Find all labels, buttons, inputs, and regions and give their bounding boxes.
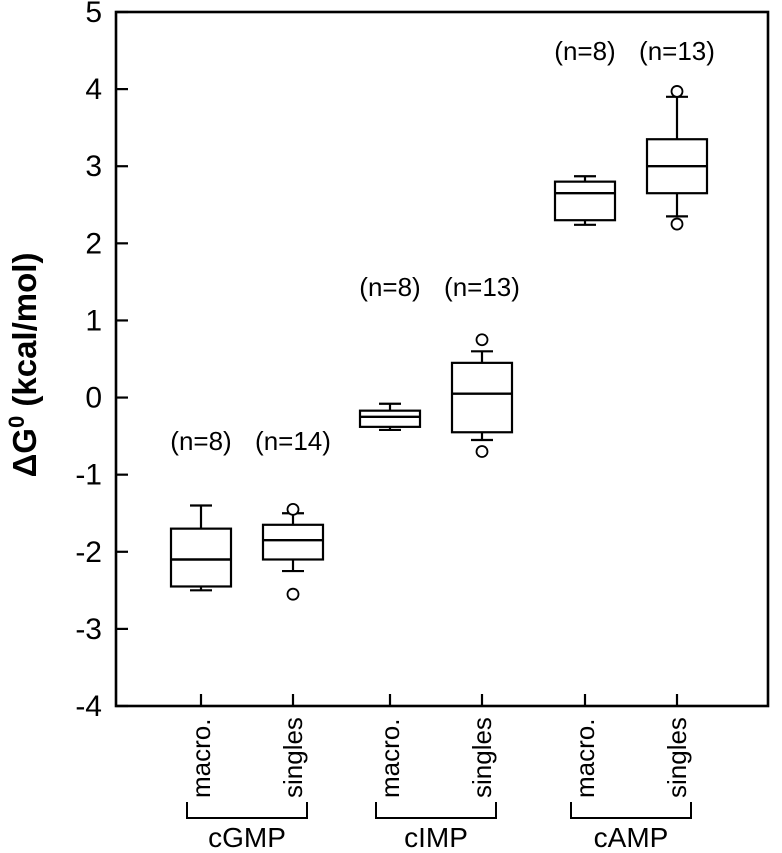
x-condition-label-cAMP-macro: macro. bbox=[570, 719, 600, 798]
group-label-cIMP: cIMP bbox=[404, 822, 468, 853]
sample-size-annotation-cAMP-singles: (n=13) bbox=[639, 36, 715, 66]
y-tick-label: -1 bbox=[75, 459, 102, 492]
x-condition-label-cGMP-singles: singles bbox=[278, 717, 308, 798]
outlier-point-cAMP-singles bbox=[670, 217, 684, 231]
box-cIMP-macro bbox=[358, 409, 422, 428]
sample-size-annotation-cIMP-singles: (n=13) bbox=[444, 272, 520, 302]
sample-size-annotation-cGMP-macro: (n=8) bbox=[170, 426, 231, 456]
y-axis-label: ΔG0 (kcal/mol) bbox=[4, 253, 43, 478]
y-tick-label: 1 bbox=[85, 304, 102, 337]
plot-frame bbox=[114, 10, 770, 708]
y-tick-label: -2 bbox=[75, 536, 102, 569]
group-bracket-cGMP bbox=[186, 802, 308, 819]
outlier-point-cGMP-singles bbox=[286, 587, 300, 601]
box-cAMP-macro bbox=[553, 180, 617, 222]
y-tick-label: 3 bbox=[85, 150, 102, 183]
outlier-point-cIMP-singles bbox=[475, 445, 489, 458]
x-condition-label-cIMP-macro: macro. bbox=[375, 719, 405, 798]
outlier-point-cGMP-singles bbox=[286, 502, 300, 516]
box-cIMP-singles bbox=[450, 361, 514, 434]
x-condition-label-cGMP-macro: macro. bbox=[186, 719, 216, 798]
y-tick-label: -3 bbox=[75, 613, 102, 646]
outlier-point-cIMP-singles bbox=[475, 333, 489, 347]
y-tick-label: -4 bbox=[75, 690, 102, 723]
group-bracket-cAMP bbox=[570, 802, 692, 819]
y-tick-label: 0 bbox=[85, 382, 102, 415]
group-label-cGMP: cGMP bbox=[208, 822, 286, 853]
box-cGMP-singles bbox=[261, 523, 325, 561]
group-label-cAMP: cAMP bbox=[594, 822, 669, 853]
x-condition-label-cIMP-singles: singles bbox=[467, 717, 497, 798]
y-tick-label: 5 bbox=[85, 0, 102, 29]
group-bracket-cIMP bbox=[375, 802, 497, 819]
box-cGMP-macro bbox=[169, 527, 233, 588]
y-tick-label: 4 bbox=[85, 73, 102, 106]
sample-size-annotation-cIMP-macro: (n=8) bbox=[359, 272, 420, 302]
x-condition-label-cAMP-singles: singles bbox=[662, 717, 692, 798]
sample-size-annotation-cAMP-macro: (n=8) bbox=[554, 36, 615, 66]
outlier-point-cAMP-singles bbox=[670, 85, 684, 98]
y-tick-label: 2 bbox=[85, 227, 102, 260]
sample-size-annotation-cGMP-singles: (n=14) bbox=[255, 426, 331, 456]
